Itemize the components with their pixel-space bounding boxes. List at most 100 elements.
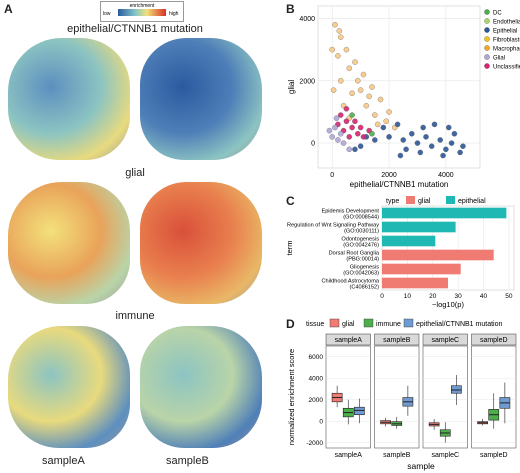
legend-swatch-epithelial bbox=[484, 27, 490, 33]
scatter-point bbox=[343, 46, 350, 53]
legend-label-macrophages: Macrophages bbox=[493, 47, 520, 53]
scatter-point bbox=[383, 118, 389, 125]
scatter-point bbox=[352, 146, 358, 153]
scatter-point bbox=[377, 96, 384, 103]
category-id-2: (GO:0042476) bbox=[343, 242, 379, 248]
bar-3 bbox=[382, 249, 494, 261]
facet-title-2: sampleC bbox=[431, 337, 459, 344]
category-id-4: (GO:0042063) bbox=[343, 270, 379, 276]
sample-label-a: sampleA bbox=[42, 455, 85, 467]
scatter-point bbox=[448, 140, 455, 146]
x-tick-label-5: 50 bbox=[505, 293, 513, 300]
legend-label-fibroblasts: Fibroblasts bbox=[493, 38, 520, 44]
category-label-3: Dorsal Root Ganglia bbox=[329, 250, 380, 256]
panel-d-letter: D bbox=[286, 317, 295, 331]
scatter-point bbox=[335, 137, 341, 143]
legend-label-1: immune bbox=[376, 321, 401, 328]
legend-label-epithelial: epithelial bbox=[458, 198, 486, 205]
scatter-point bbox=[349, 124, 355, 131]
colorbar-low-label: low bbox=[103, 11, 111, 17]
facet-title-1: sampleB bbox=[383, 337, 411, 344]
legend-swatch-1 bbox=[363, 318, 374, 328]
x-tick-label-0: 0 bbox=[330, 172, 334, 179]
scatter-point bbox=[423, 134, 429, 140]
facet-x-label-1: sampleB bbox=[383, 452, 411, 459]
scatter-point bbox=[420, 124, 426, 131]
scatter-point bbox=[360, 134, 367, 140]
tissue-heatmap-2 bbox=[8, 182, 130, 304]
x-axis-label: sample bbox=[407, 461, 435, 471]
panel-b-letter: B bbox=[286, 2, 295, 16]
box-body bbox=[451, 385, 462, 394]
scatter-point bbox=[457, 149, 463, 156]
scatter-point bbox=[346, 65, 353, 72]
box-plot: tissue glial immune epithelial/CTNNB1 mutat… bbox=[287, 318, 517, 471]
scatter-point bbox=[443, 146, 449, 153]
legend-swatch-fibroblasts bbox=[484, 36, 490, 42]
y-axis-label: normalized enrichment score bbox=[287, 349, 296, 445]
legend-swatch-glial bbox=[406, 196, 415, 204]
scatter-point bbox=[329, 134, 335, 140]
legend-swatch-endothelial bbox=[484, 18, 490, 24]
legend-label-2: epithelial/CTNNB1 mutation bbox=[416, 321, 502, 328]
category-id-3: (PBG:00014) bbox=[346, 256, 379, 262]
panel-c-letter: C bbox=[286, 194, 295, 208]
tissue-heatmap-4 bbox=[8, 326, 130, 448]
row-title-epithelial: epithelial/CTNNB1 mutation bbox=[67, 23, 203, 35]
facet-title-3: sampleD bbox=[480, 337, 508, 344]
facet-x-label-2: sampleC bbox=[431, 452, 459, 459]
legend-swatch-epithelial bbox=[446, 196, 455, 204]
y-tick-label-3: 4000 bbox=[309, 376, 324, 383]
y-tick-label-0: 0 bbox=[311, 141, 315, 148]
scatter-point bbox=[333, 115, 340, 121]
x-tick-label-1: 2000 bbox=[381, 172, 397, 179]
y-tick-label-0: -2000 bbox=[306, 440, 323, 447]
scatter-point bbox=[340, 140, 347, 146]
scatter-point bbox=[409, 130, 415, 137]
bar-4 bbox=[382, 263, 461, 275]
x-axis-label: −log10(p) bbox=[432, 300, 464, 309]
scatter-point bbox=[337, 78, 344, 84]
scatter-point bbox=[355, 130, 361, 137]
legend-label-dc: DC bbox=[493, 11, 502, 17]
scatter-point bbox=[357, 87, 364, 93]
legend-swatch-dc bbox=[484, 9, 490, 15]
box-body bbox=[354, 406, 365, 416]
tissue-heatmap-1 bbox=[140, 38, 262, 160]
legend-label-glial: Glial bbox=[493, 56, 505, 62]
scatter-point bbox=[335, 53, 341, 59]
scatter-point bbox=[357, 124, 364, 131]
facet-x-label-0: sampleA bbox=[335, 452, 363, 459]
bar-1 bbox=[382, 221, 456, 233]
scatter-point bbox=[336, 28, 343, 34]
category-label-1: Regulation of Wnt Signaling Pathway bbox=[287, 222, 379, 228]
category-label-4: Gliogenesis bbox=[350, 264, 379, 270]
scatter-point bbox=[394, 121, 401, 128]
scatter-point bbox=[369, 130, 375, 137]
tissue-heatmap-0 bbox=[8, 38, 130, 160]
scatter-point bbox=[355, 78, 361, 84]
facet-strip-2 bbox=[422, 333, 468, 346]
panel-a-letter: A bbox=[4, 2, 13, 16]
legend-label-epithelial: Epithelial bbox=[493, 29, 517, 35]
x-tick-label-2: 20 bbox=[429, 293, 437, 300]
bar-0 bbox=[382, 207, 507, 219]
facet-panel-1 bbox=[374, 345, 420, 449]
colorbar-title: enrichment bbox=[130, 3, 155, 9]
sample-label-b: sampleB bbox=[166, 455, 209, 467]
legend-swatch-unclassified bbox=[484, 63, 490, 69]
y-tick-label-2: 2000 bbox=[309, 397, 324, 404]
scatter-point bbox=[337, 112, 344, 118]
legend-label-glial: glial bbox=[418, 198, 431, 205]
legend-swatch-macrophages bbox=[484, 45, 490, 51]
scatter-point bbox=[414, 140, 421, 146]
scatter-point bbox=[343, 118, 350, 125]
x-axis-label: epithelial/CTNNB1 mutation bbox=[350, 180, 449, 189]
scatter-point bbox=[386, 134, 392, 140]
legend-swatch-0 bbox=[329, 318, 340, 328]
facet-strip-3 bbox=[471, 333, 517, 346]
category-id-1: (GO:0030111) bbox=[344, 228, 379, 234]
scatter-point bbox=[400, 137, 407, 143]
scatter-point bbox=[445, 124, 452, 131]
